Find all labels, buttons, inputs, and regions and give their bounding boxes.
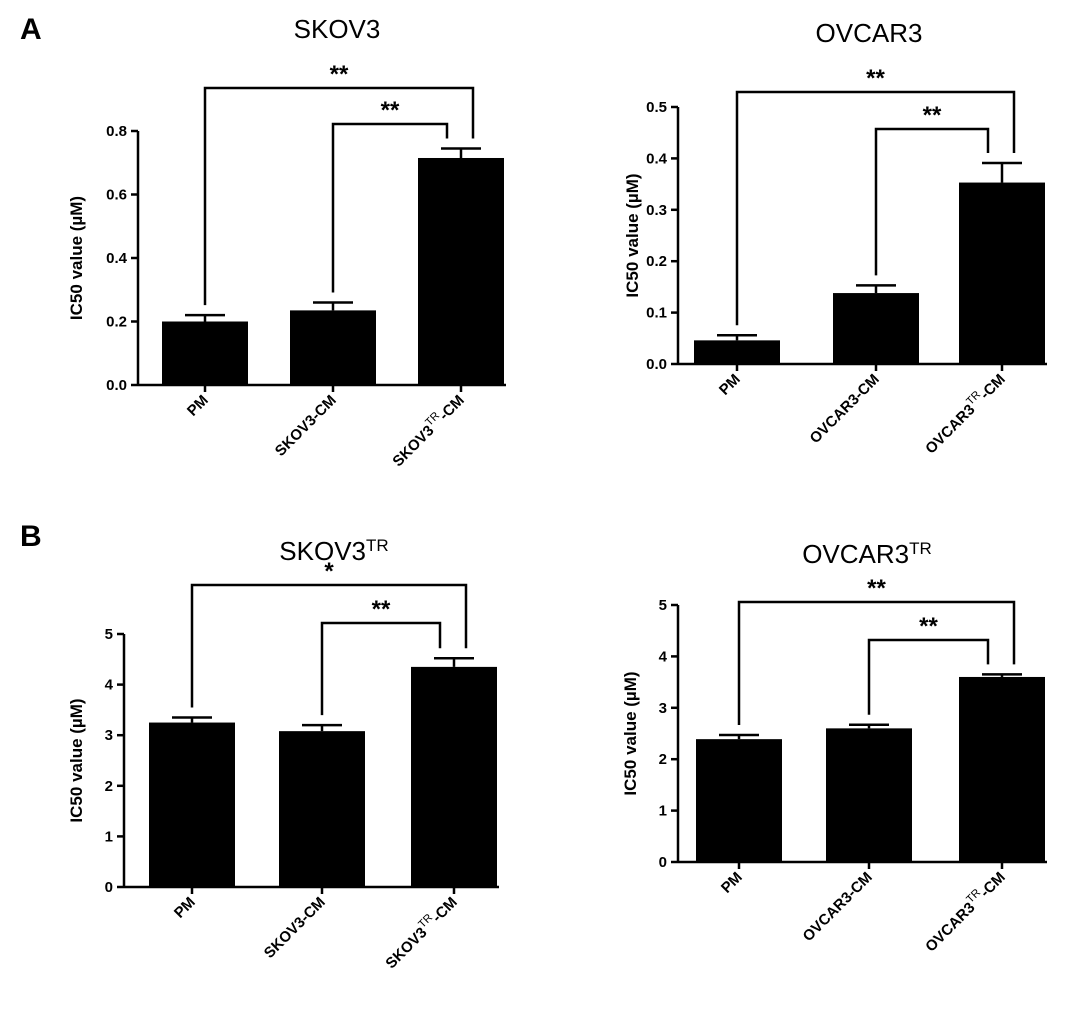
y-tick-label: 0.0 (106, 377, 127, 394)
y-axis-label: IC50 value (µM) (621, 671, 640, 795)
y-tick-label: 5 (659, 597, 667, 614)
y-tick-label: 3 (105, 727, 113, 744)
panel-letter-b: B (20, 520, 42, 553)
y-axis-label: IC50 value (µM) (67, 196, 86, 320)
x-tick-label: PM (718, 869, 746, 897)
significance-bracket (190, 583, 468, 708)
y-tick-label: 0.5 (646, 99, 667, 116)
chart-title: OVCAR3 (816, 18, 923, 48)
chart-title-text: OVCAR3 (816, 18, 923, 48)
y-tick-label: 0.2 (106, 314, 127, 331)
x-tick-label: PM (171, 894, 199, 922)
y-tick-label: 0 (659, 854, 667, 871)
x-tick-label: SKOV3TR-CM (387, 390, 468, 471)
bar (162, 321, 248, 385)
y-tick-label: 4 (659, 648, 668, 665)
significance-label: ** (330, 61, 349, 88)
x-tick-label-base: PM (718, 869, 746, 897)
significance-label: ** (381, 97, 400, 124)
chart-title-superscript: TR (366, 536, 389, 555)
significance-label: ** (372, 596, 391, 623)
charts: SKOV3 0.0 0.2 0.4 0.6 0.8 IC50 value (µM) PM SKO… (67, 14, 1047, 972)
chart-title-superscript: TR (909, 539, 932, 558)
significance-label: ** (919, 613, 938, 640)
bar (290, 310, 376, 385)
x-tick-label-base: OVCAR3 (922, 899, 978, 955)
bar (694, 340, 780, 364)
x-tick-label: OVCAR3-CM (807, 371, 883, 447)
y-tick-label: 0.1 (646, 305, 667, 322)
x-tick-label: SKOV3TR-CM (380, 892, 461, 973)
x-tick-label-base: SKOV3-CM (261, 894, 329, 962)
x-tick-label-base: SKOV3-CM (272, 392, 340, 460)
significance-bracket (331, 122, 449, 293)
significance-bracket (874, 127, 990, 276)
x-tick-label-base: OVCAR3 (922, 401, 978, 457)
significance-bracket (737, 600, 1016, 726)
x-tick-label-base: SKOV3 (382, 924, 430, 972)
y-tick-label: 0.0 (646, 356, 667, 373)
y-tick-label: 0.4 (646, 150, 668, 167)
y-tick-label: 5 (105, 626, 113, 643)
y-axis-label: IC50 value (µM) (67, 698, 86, 822)
chart-title-text: OVCAR3 (802, 539, 909, 569)
x-tick-label: OVCAR3TR-CM (920, 867, 1009, 956)
significance-bracket (867, 638, 990, 715)
x-tick-label-base: OVCAR3-CM (807, 371, 883, 447)
y-tick-label: 0.3 (646, 202, 667, 219)
significance-label: ** (923, 102, 942, 129)
y-tick-label: 1 (105, 828, 113, 845)
significance-label: * (324, 558, 334, 585)
x-tick-label: PM (184, 392, 212, 420)
bar (833, 293, 919, 364)
y-tick-label: 2 (659, 751, 667, 768)
y-tick-label: 4 (105, 677, 114, 694)
significance-bracket (203, 86, 475, 306)
significance-bracket (320, 621, 442, 716)
significance-bracket (735, 90, 1016, 326)
bar (149, 722, 235, 887)
chart-title-text: SKOV3 (279, 536, 366, 566)
x-tick-label-base: OVCAR3-CM (800, 869, 876, 945)
y-tick-label: 2 (105, 778, 113, 795)
y-tick-label: 0.8 (106, 123, 127, 140)
panel-letter-a: A (20, 13, 42, 46)
significance-label: ** (866, 65, 885, 92)
bar (826, 728, 912, 862)
y-axis-label: IC50 value (µM) (623, 173, 642, 297)
bar (279, 731, 365, 887)
x-tick-label-base: PM (171, 894, 199, 922)
x-tick-label: OVCAR3-CM (800, 869, 876, 945)
significance-label: ** (867, 575, 886, 602)
x-tick-label: OVCAR3TR-CM (920, 369, 1009, 458)
y-tick-label: 0.4 (106, 250, 128, 267)
chart-1: OVCAR3 0.0 0.1 0.2 0.3 0.4 0.5 IC50 value (µM) P… (623, 18, 1047, 457)
y-tick-label: 0.6 (106, 187, 127, 204)
chart-title: OVCAR3TR (802, 539, 932, 569)
x-tick-label: SKOV3-CM (272, 392, 340, 460)
x-tick-label: PM (716, 371, 744, 399)
chart-title: SKOV3TR (279, 536, 388, 566)
y-tick-label: 1 (659, 803, 667, 820)
bar (696, 739, 782, 862)
chart-title-text: SKOV3 (294, 14, 381, 44)
x-tick-label-base: PM (184, 392, 212, 420)
bar (418, 157, 504, 385)
y-tick-label: 0.2 (646, 253, 667, 270)
bar (959, 182, 1045, 364)
x-tick-label-base: PM (716, 371, 744, 399)
bar (959, 676, 1045, 862)
x-tick-label: SKOV3-CM (261, 894, 329, 962)
y-tick-label: 0 (105, 879, 113, 896)
chart-title: SKOV3 (294, 14, 381, 44)
x-tick-label-base: SKOV3 (389, 422, 437, 470)
y-tick-label: 3 (659, 700, 667, 717)
chart-0: SKOV3 0.0 0.2 0.4 0.6 0.8 IC50 value (µM) PM SKO… (67, 14, 506, 470)
bar (411, 666, 497, 887)
